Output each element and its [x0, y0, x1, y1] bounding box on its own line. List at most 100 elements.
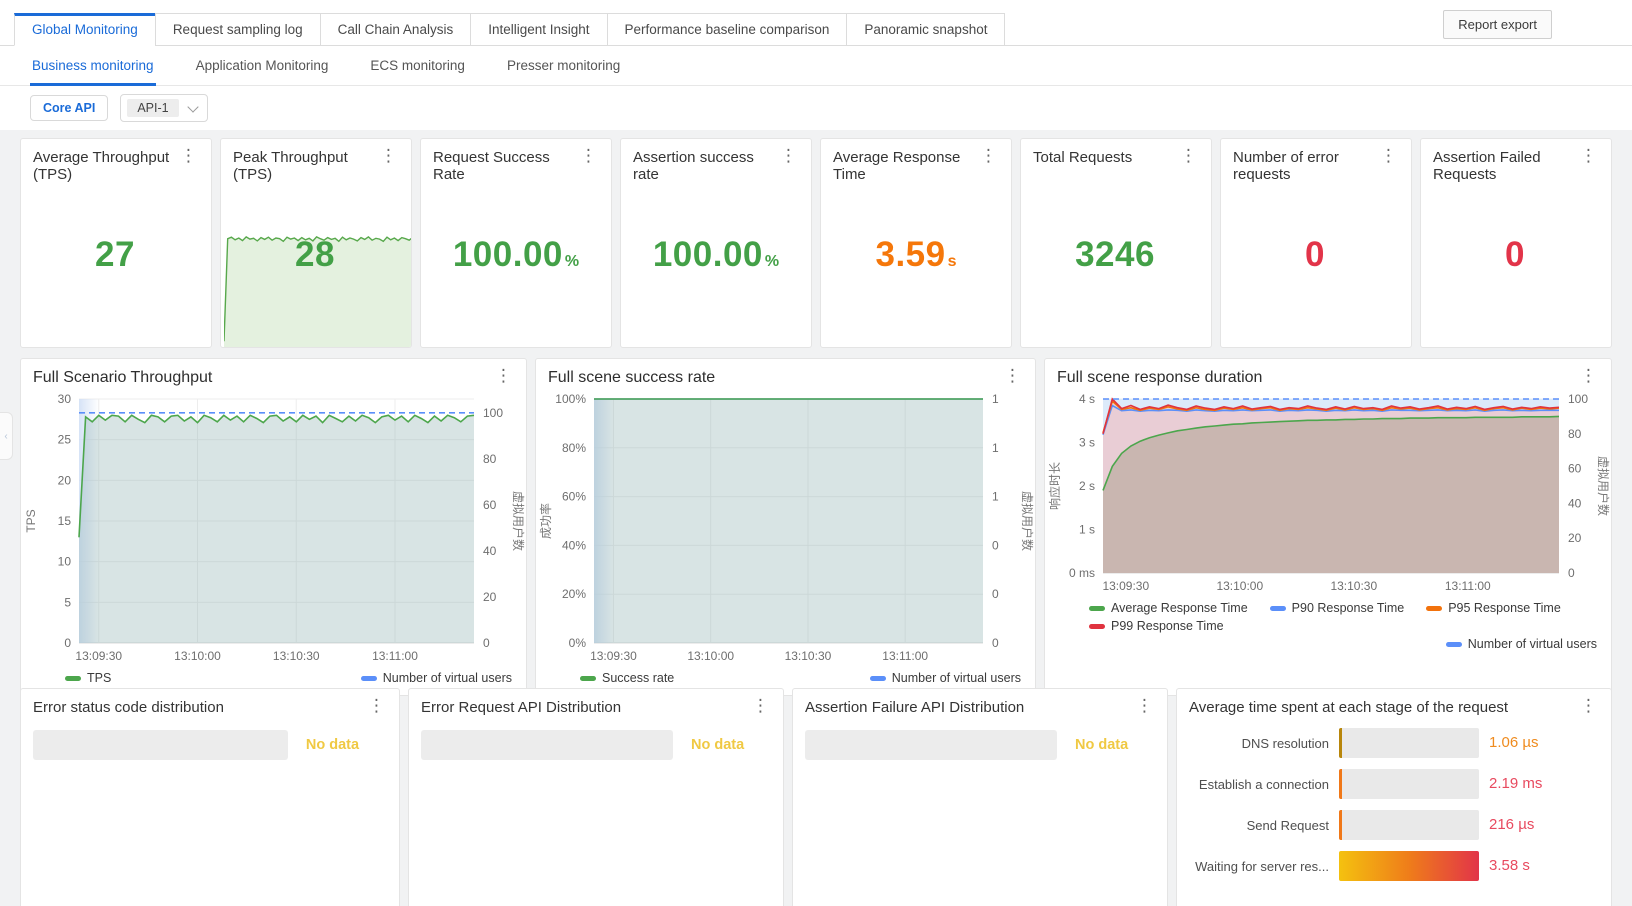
svg-text:80: 80 — [1568, 427, 1582, 441]
svg-text:5: 5 — [64, 595, 71, 609]
card-menu-icon[interactable]: ⋮ — [1136, 696, 1153, 715]
svg-text:15: 15 — [58, 514, 72, 528]
svg-text:1: 1 — [992, 392, 999, 406]
svg-text:13:10:00: 13:10:00 — [1216, 579, 1263, 593]
subtab-presser-monitoring[interactable]: Presser monitoring — [506, 58, 621, 73]
card-menu-icon[interactable]: ⋮ — [180, 146, 197, 165]
card-menu-icon[interactable]: ⋮ — [580, 146, 597, 165]
svg-text:13:11:00: 13:11:00 — [882, 649, 928, 663]
legend-item[interactable]: Number of virtual users — [869, 671, 1021, 685]
tab-global-monitoring[interactable]: Global Monitoring — [14, 13, 156, 46]
secondary-tab-bar: Business monitoring Application Monitori… — [0, 46, 1632, 86]
api-select[interactable]: API-1 — [120, 94, 208, 122]
tab-panoramic-snapshot[interactable]: Panoramic snapshot — [846, 13, 1006, 46]
throughput-chart-legend: TPS Number of virtual users — [21, 669, 526, 695]
error-request-api-distribution-card: Error Request API Distribution ⋮ No data — [408, 688, 784, 906]
legend-swatch — [1089, 605, 1105, 611]
chart-title: Full scene success rate — [548, 369, 716, 386]
legend-label: TPS — [87, 671, 112, 685]
legend-swatch — [1089, 623, 1105, 629]
card-menu-icon[interactable]: ⋮ — [380, 146, 397, 165]
legend-item[interactable]: P95 Response Time — [1426, 601, 1561, 615]
card-menu-icon[interactable]: ⋮ — [780, 146, 797, 165]
legend-item[interactable]: P99 Response Time — [1089, 619, 1224, 633]
card-menu-icon[interactable]: ⋮ — [1380, 146, 1397, 165]
svg-text:成功率: 成功率 — [538, 503, 553, 539]
core-api-button[interactable]: Core API — [30, 95, 109, 121]
svg-text:4 s: 4 s — [1079, 392, 1095, 406]
subtab-ecs-monitoring[interactable]: ECS monitoring — [370, 58, 465, 73]
legend-swatch — [580, 675, 596, 681]
card-menu-icon[interactable]: ⋮ — [980, 146, 997, 165]
tab-call-chain-analysis[interactable]: Call Chain Analysis — [319, 13, 472, 46]
svg-text:1: 1 — [992, 490, 999, 504]
stage-row-dns-resolution: DNS resolution 1.06 µs — [1183, 728, 1597, 758]
card-menu-icon[interactable]: ⋮ — [368, 696, 385, 715]
legend-item[interactable]: Number of virtual users — [1445, 637, 1597, 651]
kpi-card-peak-throughput: Peak Throughput (TPS) ⋮ 28 — [220, 138, 412, 348]
svg-text:13:09:30: 13:09:30 — [590, 649, 637, 663]
tab-performance-baseline-comparison[interactable]: Performance baseline comparison — [606, 13, 848, 46]
legend-item[interactable]: P90 Response Time — [1269, 601, 1405, 615]
svg-text:40: 40 — [483, 544, 497, 558]
card-menu-icon[interactable]: ⋮ — [752, 696, 769, 715]
stage-row-send-request: Send Request 216 µs — [1183, 810, 1597, 840]
legend-item[interactable]: Average Response Time — [1089, 601, 1248, 615]
request-stage-times-card: Average time spent at each stage of the … — [1176, 688, 1612, 906]
svg-text:2 s: 2 s — [1079, 479, 1095, 493]
svg-text:0%: 0% — [569, 636, 587, 650]
card-menu-icon[interactable]: ⋮ — [1580, 696, 1597, 715]
bottom-row: Error status code distribution ⋮ No data … — [20, 688, 1612, 906]
svg-text:40%: 40% — [562, 538, 586, 552]
tab-intelligent-insight[interactable]: Intelligent Insight — [470, 13, 608, 46]
svg-text:20%: 20% — [562, 587, 586, 601]
card-menu-icon[interactable]: ⋮ — [1580, 366, 1597, 385]
legend-item[interactable]: TPS — [65, 671, 111, 685]
svg-text:13:10:30: 13:10:30 — [1330, 579, 1377, 593]
chart-title: Full scene response duration — [1057, 369, 1263, 386]
stage-value: 216 µs — [1489, 816, 1535, 834]
svg-text:0: 0 — [992, 538, 999, 552]
legend-label: Average Response Time — [1111, 601, 1248, 615]
svg-text:0: 0 — [483, 636, 490, 650]
svg-text:100: 100 — [1568, 392, 1588, 406]
kpi-card-request-success-rate: Request Success Rate ⋮ 100.00% — [420, 138, 612, 348]
legend-item[interactable]: Number of virtual users — [360, 671, 512, 685]
tab-request-sampling-log[interactable]: Request sampling log — [154, 13, 321, 46]
svg-text:13:09:30: 13:09:30 — [1102, 579, 1149, 593]
svg-text:0: 0 — [992, 636, 999, 650]
error-status-code-distribution-card: Error status code distribution ⋮ No data — [20, 688, 400, 906]
subtab-business-monitoring[interactable]: Business monitoring — [30, 46, 156, 86]
success-rate-chart[interactable]: 0% 20% 40% 60% 80% 100% 0 0 0 1 1 1 13:09:30 13:10:00… — [536, 387, 1035, 669]
kpi-value: 3246 — [1075, 234, 1155, 274]
legend-label: P99 Response Time — [1111, 619, 1224, 633]
stage-bar — [1339, 810, 1479, 840]
collapse-drawer-handle[interactable]: ‹ — [0, 412, 13, 460]
card-menu-icon[interactable]: ⋮ — [1180, 146, 1197, 165]
stage-row-establish-connection: Establish a connection 2.19 ms — [1183, 769, 1597, 799]
legend-swatch — [1269, 605, 1286, 611]
card-menu-icon[interactable]: ⋮ — [1580, 146, 1597, 165]
card-menu-icon[interactable]: ⋮ — [495, 366, 512, 385]
card-menu-icon[interactable]: ⋮ — [1004, 366, 1021, 385]
report-export-button[interactable]: Report export — [1443, 10, 1552, 39]
chart-title: Full Scenario Throughput — [33, 369, 213, 386]
throughput-chart[interactable]: 0 5 10 15 20 25 30 0 20 40 60 80 100 13:09:30 13:10:00… — [21, 387, 526, 669]
full-scenario-throughput-card: Full Scenario Throughput ⋮ 0 5 10 15 20 25 30 0 2… — [20, 358, 527, 696]
legend-swatch — [360, 675, 377, 681]
stage-value: 2.19 ms — [1489, 775, 1543, 793]
subtab-application-monitoring[interactable]: Application Monitoring — [195, 58, 329, 73]
svg-text:TPS: TPS — [24, 509, 38, 532]
legend-item[interactable]: Success rate — [580, 671, 674, 685]
svg-text:0 ms: 0 ms — [1069, 566, 1095, 580]
legend-swatch — [869, 675, 886, 681]
svg-text:13:10:30: 13:10:30 — [785, 649, 832, 663]
full-scene-response-duration-card: Full scene response duration ⋮ 0 ms 1 s 2 s… — [1044, 358, 1612, 696]
legend-label: P90 Response Time — [1291, 601, 1405, 615]
card-title: Error Request API Distribution — [421, 699, 622, 716]
card-title: Average time spent at each stage of the … — [1189, 699, 1509, 716]
response-duration-chart[interactable]: 0 ms 1 s 2 s 3 s 4 s 0 20 40 60 80 100 13:09:30 13:1… — [1045, 387, 1611, 599]
svg-text:100%: 100% — [555, 392, 586, 406]
svg-text:13:10:30: 13:10:30 — [273, 649, 320, 663]
legend-label: Success rate — [602, 671, 675, 685]
